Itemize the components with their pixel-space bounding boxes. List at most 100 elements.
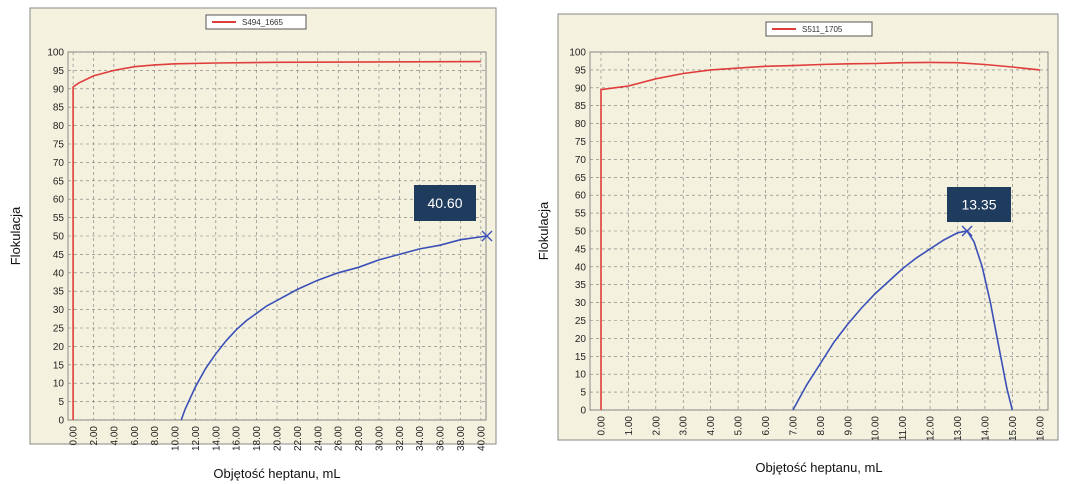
chart0-ytick-8: 40 [53,268,65,279]
chart0-ytick-6: 30 [53,305,65,316]
chart0-ytick-12: 60 [53,195,65,206]
chart1-xtick-6: 6.00 [761,416,772,436]
chart1-ytick-7: 35 [575,280,587,291]
chart1-callout-label: 13.35 [961,197,996,213]
chart0-ytick-13: 65 [53,176,65,187]
chart0-xtick-7: 14.00 [211,426,222,451]
chart1-ytick-3: 15 [575,352,587,363]
chart0-ytick-1: 5 [58,397,64,408]
chart1-ytick-10: 50 [575,227,587,238]
chart1-ytick-18: 90 [575,83,587,94]
chart0-xtick-3: 6.00 [130,426,141,446]
chart0-ytick-17: 85 [53,103,65,114]
chart1-xtick-8: 8.00 [816,416,827,436]
chart1-xtick-7: 7.00 [788,416,799,436]
chart0-xtick-20: 40.00 [476,426,487,451]
chart0-legend-entry: S494_1665 [242,18,283,27]
chart1-legend-box [765,21,873,37]
chart0-ytick-14: 70 [53,158,65,169]
chart0-series-0-line [72,60,481,420]
chart1-panel-frame [557,13,1059,441]
chart1-callout-box [947,187,1011,222]
chart1-xtick-2: 2.00 [651,416,662,436]
chart1-xaxis-title: Objętość heptanu, mL [755,460,882,475]
chart1-ytick-1: 5 [580,388,586,399]
chart0-ytick-10: 50 [53,232,65,243]
chart0-xtick-11: 22.00 [293,426,304,451]
chart1-xtick-9: 9.00 [843,416,854,436]
chart1-ytick-20: 100 [569,48,586,59]
chart0-panel-frame [29,7,497,445]
chart1-xtick-16: 16.00 [1035,416,1046,441]
chart-right-svg: 0 5 10 15 20 25 30 35 40 45 50 55 60 65 70 75 80 85 90 95 10… [536,13,1059,475]
chart1-xtick-14: 14.00 [980,416,991,441]
chart1-xtick-10: 10.00 [871,416,882,441]
chart0-xtick-2: 4.00 [109,426,120,446]
chart0-xtick-13: 26.00 [334,426,345,451]
chart0-xtick-4: 8.00 [150,426,161,446]
chart0-xtick-8: 16.00 [232,426,243,451]
chart0-ytick-9: 45 [53,250,65,261]
chart0-annotation-marker-b [481,230,493,242]
chart1-ytick-17: 85 [575,101,587,112]
chart1-ytick-9: 45 [575,244,587,255]
chart0-xtick-12: 24.00 [313,426,324,451]
chart0-panel-bg [30,8,496,444]
chart0-series-1-line [180,235,488,421]
chart0-xtick-1: 2.00 [89,426,100,446]
chart1-xtick-3: 3.00 [679,416,690,436]
chart1-xtick-4: 4.00 [706,416,717,436]
chart1-xtick-11: 11.00 [898,416,909,441]
chart0-xtick-17: 34.00 [415,426,426,451]
chart0-callout-label: 40.60 [427,195,462,211]
chart0-ytick-19: 95 [53,66,65,77]
chart1-xtick-5: 5.00 [734,416,745,436]
chart-left-svg: 0 5 10 15 20 25 30 35 40 45 50 55 60 65 70 75 80 85 90 95 10… [8,7,497,481]
chart0-ytick-0: 0 [58,416,64,427]
chart1-annotation-marker-b [961,225,973,237]
chart1-xtick-15: 15.00 [1008,416,1019,441]
chart0-xtick-16: 32.00 [395,426,406,451]
chart1-legend-entry: S511_1705 [802,25,843,34]
chart0-ytick-20: 100 [47,48,64,59]
chart1-ytick-19: 95 [575,65,587,76]
chart0-ytick-15: 75 [53,140,65,151]
chart0-xtick-14: 28.00 [354,426,365,451]
chart0-ytick-2: 10 [53,379,65,390]
chart1-ytick-8: 40 [575,262,587,273]
chart1-ytick-6: 30 [575,298,587,309]
chart1-panel-bg [558,14,1058,440]
chart0-callout-box [414,185,476,221]
chart0-xtick-15: 30.00 [374,426,385,451]
chart1-ytick-4: 20 [575,334,587,345]
chart0-ytick-7: 35 [53,287,65,298]
chart0-xtick-10: 20.00 [273,426,284,451]
chart0-ytick-5: 25 [53,324,65,335]
chart1-ytick-13: 65 [575,173,587,184]
chart0-xtick-6: 12.00 [191,426,202,451]
chart1-ytick-2: 10 [575,370,587,381]
chart0-xaxis-title: Objętość heptanu, mL [213,466,340,481]
chart1-ytick-5: 25 [575,316,587,327]
chart1-series-0-line [600,61,1040,410]
chart1-series-1-line [792,230,1014,411]
chart1-xtick-0: 0.00 [596,416,607,436]
chart0-yaxis-title: Flokulacja [8,206,23,265]
chart1-xtick-1: 1.00 [624,416,635,436]
chart0-ytick-18: 90 [53,84,65,95]
chart1-ytick-0: 0 [580,406,586,417]
chart1-ytick-16: 80 [575,119,587,130]
chart0-xtick-5: 10.00 [171,426,182,451]
chart1-xtick-12: 12.00 [926,416,937,441]
chart1-xtick-13: 13.00 [953,416,964,441]
chart0-ytick-11: 55 [53,213,65,224]
chart1-ytick-15: 75 [575,137,587,148]
chart0-ytick-4: 20 [53,342,65,353]
chart0-xtick-18: 36.00 [436,426,447,451]
chart1-ytick-11: 55 [575,209,587,220]
chart0-ytick-3: 15 [53,360,65,371]
chart0-legend-box [205,14,307,30]
chart1-ytick-12: 60 [575,191,587,202]
chart-left: 0 5 10 15 20 25 30 35 40 45 50 55 60 65 70 75 80 85 90 95 10… [0,0,530,484]
chart0-xtick-19: 38.00 [456,426,467,451]
